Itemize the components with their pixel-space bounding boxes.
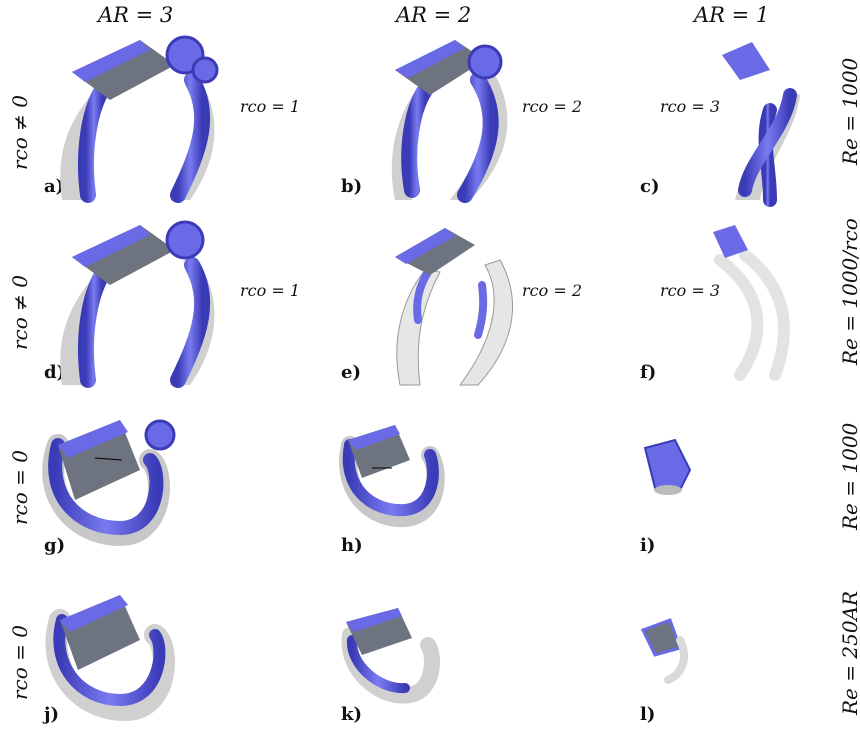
rco-label-a: rco = 1 [240, 97, 300, 116]
rco-label-f: rco = 3 [660, 281, 720, 300]
vortex-panel-e [395, 228, 513, 386]
vortex-panel-j [45, 595, 175, 722]
column-header-ar1: AR = 1 [694, 3, 770, 27]
panel-label-a: a) [44, 176, 65, 197]
vortex-panel-l [640, 618, 689, 684]
panel-label-f: f) [640, 362, 657, 383]
panel-label-i: i) [640, 535, 656, 556]
panel-label-j: j) [44, 704, 60, 725]
panel-label-d: d) [44, 362, 66, 383]
vortex-panel-i [643, 438, 692, 495]
column-header-ar3: AR = 3 [98, 3, 174, 27]
rco-label-d: rco = 1 [240, 281, 300, 300]
panel-label-k: k) [341, 704, 362, 725]
vortex-panel-a [60, 35, 219, 203]
vortex-panel-c [722, 42, 800, 207]
panel-label-h: h) [341, 535, 363, 556]
vortex-panel-f [713, 225, 790, 381]
panel-label-g: g) [44, 535, 66, 556]
panel-label-c: c) [640, 176, 660, 197]
panel-label-l: l) [640, 704, 656, 725]
column-header-ar2: AR = 2 [396, 3, 472, 27]
vortex-panel-g [42, 419, 176, 547]
panel-label-e: e) [341, 362, 361, 383]
rco-label-c: rco = 3 [660, 97, 720, 116]
rco-label-e: rco = 2 [522, 281, 582, 300]
vortex-panel-b [391, 40, 508, 203]
vortex-panel-k [341, 608, 440, 704]
rco-label-b: rco = 2 [522, 97, 582, 116]
panel-label-b: b) [341, 176, 363, 197]
vortex-panel-d [60, 220, 215, 388]
vortex-panel-h [339, 425, 445, 528]
